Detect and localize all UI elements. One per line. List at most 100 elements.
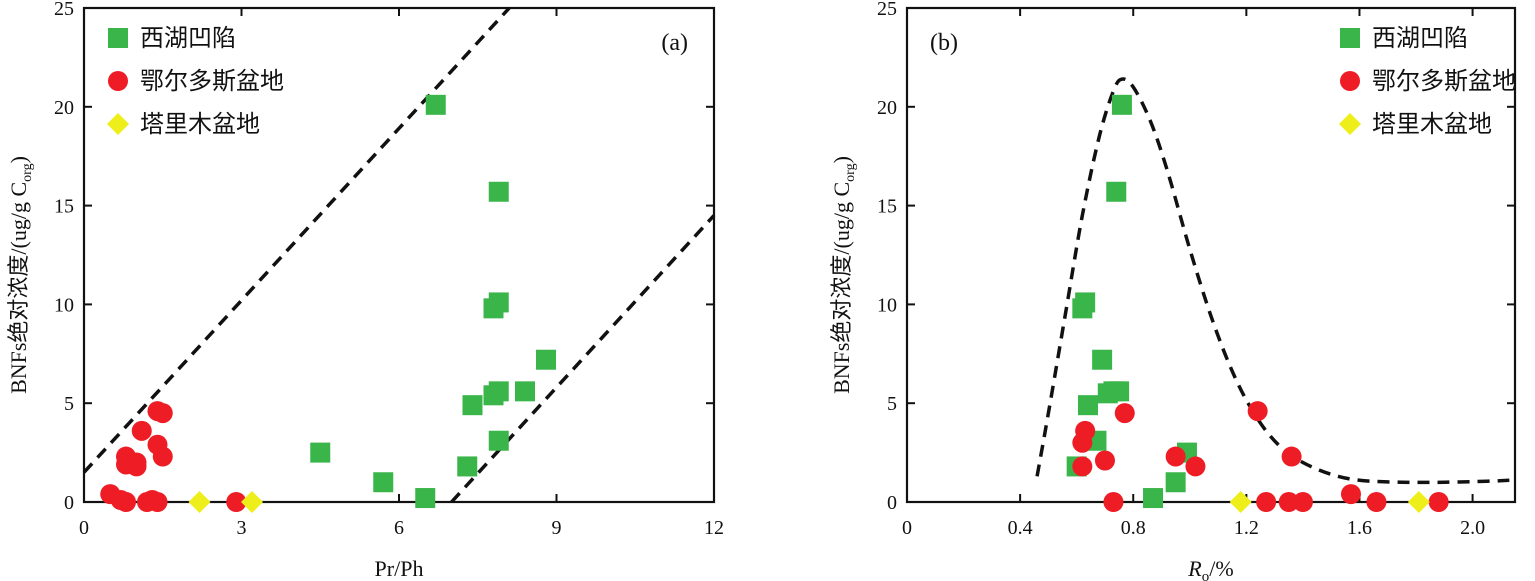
y-tick-label: 0 [887, 492, 897, 514]
series-tarim [1229, 491, 1430, 513]
data-point-xihu [1077, 395, 1098, 416]
data-point-ordos [126, 456, 147, 477]
x-axis-label: Pr/Ph [375, 556, 424, 581]
legend-marker-xihu [108, 28, 128, 48]
data-point-xihu [310, 442, 331, 463]
data-point-ordos [131, 420, 152, 441]
y-tick-label: 20 [877, 97, 897, 119]
legend-label-xihu: 西湖凹陷 [140, 24, 236, 52]
data-point-ordos [1292, 492, 1313, 512]
series-tarim [188, 491, 263, 513]
data-point-ordos [1281, 446, 1302, 467]
chart-panel-a: 0 3 6 9 12 0 5 10 15 20 25 Pr/Ph BNFs绝对浓度/(ug/g Corg… [6, 0, 724, 581]
x-tick-label: 6 [394, 517, 404, 539]
data-point-xihu [1165, 472, 1186, 493]
data-point-xihu [1109, 381, 1130, 402]
series-ordos [1072, 401, 1449, 512]
axis-ticks [906, 7, 1515, 503]
data-point-ordos [1185, 456, 1206, 477]
data-point-ordos [1072, 432, 1093, 453]
legend-marker-xihu [1340, 28, 1360, 48]
data-point-xihu [425, 94, 446, 115]
y-tick-label: 5 [887, 393, 897, 415]
y-tick-label: 25 [877, 0, 897, 20]
y-tick-label: 0 [64, 492, 74, 514]
x-tick-label: 9 [552, 517, 562, 539]
chart-panel-b: 0 0.4 0.8 1.2 1.6 2.0 0 5 10 15 20 25 Ro/% BNFs绝对浓度/(… [829, 0, 1517, 581]
data-point-ordos [152, 446, 173, 467]
data-point-ordos [1247, 401, 1268, 422]
x-tick-label: 0 [902, 517, 912, 539]
panel-label: (a) [661, 30, 688, 56]
data-point-xihu [488, 381, 509, 402]
y-tick-label: 15 [877, 196, 897, 218]
legend-marker-tarim [107, 113, 129, 135]
legend-label-xihu: 西湖凹陷 [1372, 24, 1468, 52]
data-point-xihu [1111, 94, 1132, 115]
data-point-ordos [226, 492, 247, 512]
data-point-xihu [457, 456, 478, 477]
trend-guide [450, 214, 716, 504]
legend-label-ordos: 鄂尔多斯盆地 [140, 67, 284, 95]
trend-guide [1035, 77, 1510, 485]
y-tick-label: 25 [54, 0, 74, 20]
legend-label-ordos: 鄂尔多斯盆地 [1372, 67, 1516, 95]
x-tick-label: 2.0 [1460, 517, 1485, 539]
data-point-ordos [1165, 446, 1186, 467]
legend-marker-ordos [108, 71, 128, 91]
trend-guide [82, 6, 511, 474]
axis-ticks [83, 7, 715, 503]
panel-label: (b) [930, 30, 958, 56]
x-axis-label: Ro/% [1187, 556, 1233, 581]
data-point-ordos [1114, 403, 1135, 424]
data-point-xihu [488, 430, 509, 451]
data-point-ordos [1278, 492, 1299, 512]
data-point-xihu [373, 472, 394, 493]
data-point-xihu [536, 349, 556, 370]
data-point-xihu [488, 181, 509, 202]
data-point-xihu [483, 298, 504, 319]
data-point-xihu [1143, 488, 1164, 509]
y-axis-label: BNFs绝对浓度/(ug/g Corg) [6, 156, 35, 394]
x-tick-label: 3 [237, 517, 247, 539]
x-tick-label: 1.2 [1234, 517, 1259, 539]
series-xihu [310, 94, 556, 509]
data-point-tarim [188, 491, 211, 513]
data-point-ordos [1072, 456, 1093, 477]
y-tick-label: 10 [877, 294, 897, 316]
y-tick-label: 20 [54, 97, 74, 119]
x-tick-label: 0.8 [1121, 517, 1146, 539]
data-point-ordos [147, 492, 168, 512]
data-point-xihu [1072, 298, 1093, 319]
data-point-ordos [1366, 492, 1387, 512]
data-point-ordos [1428, 492, 1449, 512]
data-point-tarim [1229, 491, 1252, 513]
legend-label-tarim: 塔里木盆地 [1372, 110, 1492, 138]
y-tick-label: 10 [54, 294, 74, 316]
data-point-xihu [515, 381, 535, 402]
y-tick-label: 15 [54, 196, 74, 218]
plot-frame [905, 6, 1517, 504]
legend-marker-ordos [1340, 71, 1360, 91]
data-point-tarim [1407, 491, 1430, 513]
y-tick-label: 5 [64, 393, 74, 415]
data-point-xihu [415, 488, 436, 509]
data-point-ordos [1256, 492, 1277, 512]
legend-label-tarim: 塔里木盆地 [140, 110, 260, 138]
data-point-ordos [1103, 492, 1124, 512]
x-tick-label: 12 [704, 517, 724, 539]
y-axis-label: BNFs绝对浓度/(ug/g Corg) [829, 156, 858, 394]
data-point-xihu [1106, 181, 1127, 202]
data-point-xihu [462, 395, 483, 416]
x-tick-label: 0 [79, 517, 89, 539]
series-ordos [100, 401, 247, 512]
legend-marker-tarim [1339, 113, 1361, 135]
data-point-ordos [152, 403, 173, 424]
data-point-ordos [1094, 450, 1115, 471]
x-tick-label: 0.4 [1008, 517, 1033, 539]
x-tick-label: 1.6 [1347, 517, 1372, 539]
data-point-tarim [241, 491, 263, 513]
